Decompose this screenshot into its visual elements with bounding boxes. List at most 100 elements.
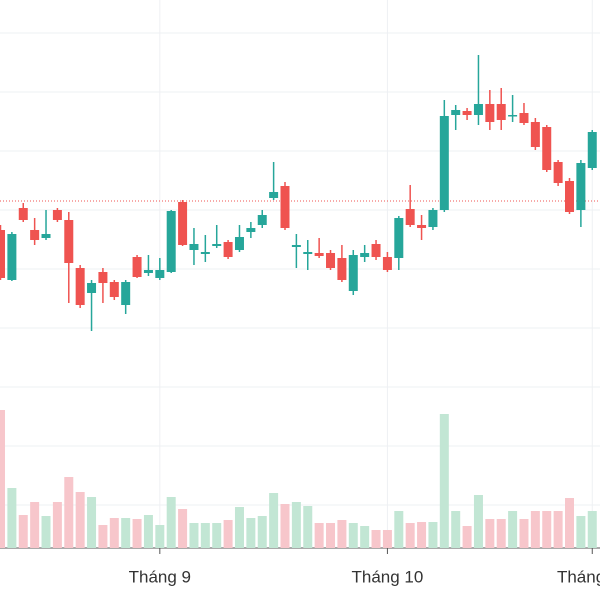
volume-bar bbox=[246, 518, 256, 548]
volume-bar bbox=[7, 488, 17, 548]
volume-bar bbox=[428, 522, 438, 548]
volume-bar bbox=[508, 511, 518, 548]
volume-bar bbox=[530, 511, 540, 548]
candle-body bbox=[223, 242, 233, 257]
candle-body bbox=[542, 127, 552, 170]
candle-body bbox=[52, 210, 62, 220]
candle-body bbox=[576, 163, 586, 210]
volume-bar bbox=[542, 511, 552, 548]
volume-bar bbox=[371, 530, 381, 548]
candle-body bbox=[269, 192, 279, 198]
volume-bar bbox=[439, 414, 449, 548]
volume-bar bbox=[98, 525, 108, 548]
candle-body bbox=[360, 253, 370, 257]
volume-bar bbox=[64, 477, 74, 548]
volume-bar bbox=[587, 511, 597, 548]
volume-bar bbox=[75, 492, 85, 548]
x-tick-label: Tháng 11 bbox=[557, 567, 600, 586]
volume-bar bbox=[166, 497, 176, 548]
x-tick-label: Tháng 9 bbox=[129, 567, 191, 586]
candle-body bbox=[462, 111, 472, 115]
candle-body bbox=[382, 257, 392, 270]
candle-body bbox=[326, 253, 336, 268]
volume-bar bbox=[41, 516, 51, 548]
volume-bar bbox=[143, 515, 153, 548]
candle-body bbox=[0, 230, 5, 278]
volume-bar bbox=[155, 525, 165, 548]
candle-body bbox=[87, 283, 97, 293]
volume-bar bbox=[451, 511, 461, 548]
candle-body bbox=[178, 202, 188, 245]
volume-bar bbox=[348, 523, 358, 548]
volume-bar bbox=[314, 523, 324, 548]
volume-bar bbox=[30, 502, 40, 548]
candle-body bbox=[508, 115, 518, 117]
volume-bar bbox=[394, 511, 404, 548]
candle-body bbox=[530, 122, 540, 147]
candle-body bbox=[337, 258, 347, 280]
volume-bar bbox=[519, 519, 529, 548]
candle-body bbox=[428, 210, 438, 227]
volume-bar bbox=[462, 526, 472, 548]
volume-bar bbox=[405, 523, 415, 548]
volume-bar bbox=[553, 511, 563, 548]
candle-body bbox=[166, 211, 176, 272]
volume-bar bbox=[576, 516, 586, 548]
candle-body bbox=[291, 245, 301, 247]
candle-body bbox=[200, 252, 210, 254]
candle-body bbox=[473, 104, 483, 115]
candle-body bbox=[30, 230, 40, 240]
candle-body bbox=[234, 237, 244, 250]
volume-bar bbox=[257, 516, 267, 548]
candle-body bbox=[587, 132, 597, 168]
volume-bar bbox=[0, 410, 5, 548]
candle-body bbox=[155, 270, 165, 278]
volume-bar bbox=[212, 523, 222, 548]
volume-bar bbox=[485, 519, 495, 548]
candle-body bbox=[7, 234, 17, 280]
volume-bar bbox=[417, 522, 427, 548]
volume-bar bbox=[382, 530, 392, 548]
volume-bar bbox=[109, 518, 119, 548]
candle-body bbox=[189, 244, 199, 250]
candle-body bbox=[121, 282, 131, 305]
volume-bar bbox=[178, 509, 188, 548]
candle-body bbox=[451, 110, 461, 115]
volume-bar bbox=[291, 502, 301, 548]
volume-bar bbox=[280, 504, 290, 548]
volume-bar bbox=[269, 493, 279, 548]
candle-body bbox=[439, 116, 449, 210]
candle-body bbox=[143, 270, 153, 273]
candle-body bbox=[417, 225, 427, 228]
volume-bar bbox=[223, 520, 233, 548]
candle-body bbox=[553, 162, 563, 183]
candle-body bbox=[246, 228, 256, 232]
volume-bar bbox=[565, 498, 574, 548]
candle-body bbox=[303, 252, 313, 254]
volume-bar bbox=[234, 507, 244, 548]
candle-body bbox=[41, 234, 51, 238]
x-tick-label: Tháng 10 bbox=[351, 567, 423, 586]
volume-bar bbox=[121, 518, 131, 548]
candle-body bbox=[280, 186, 290, 228]
volume-bar bbox=[337, 520, 347, 548]
candle-body bbox=[18, 208, 28, 220]
candle-body bbox=[348, 255, 358, 291]
volume-bar bbox=[303, 506, 313, 548]
volume-bar bbox=[326, 523, 336, 548]
candle-body bbox=[257, 215, 267, 225]
volume-bar bbox=[18, 515, 28, 548]
volume-bar bbox=[200, 523, 210, 548]
candle-body bbox=[212, 244, 222, 246]
candle-body bbox=[109, 282, 119, 297]
candle-body bbox=[519, 113, 529, 123]
volume-bar bbox=[496, 519, 506, 548]
volume-bar bbox=[52, 502, 62, 548]
volume-bar bbox=[189, 523, 199, 548]
volume-bar bbox=[360, 526, 370, 548]
volume-bar bbox=[473, 495, 483, 548]
candle-body bbox=[132, 257, 142, 277]
candle-body bbox=[496, 104, 506, 120]
